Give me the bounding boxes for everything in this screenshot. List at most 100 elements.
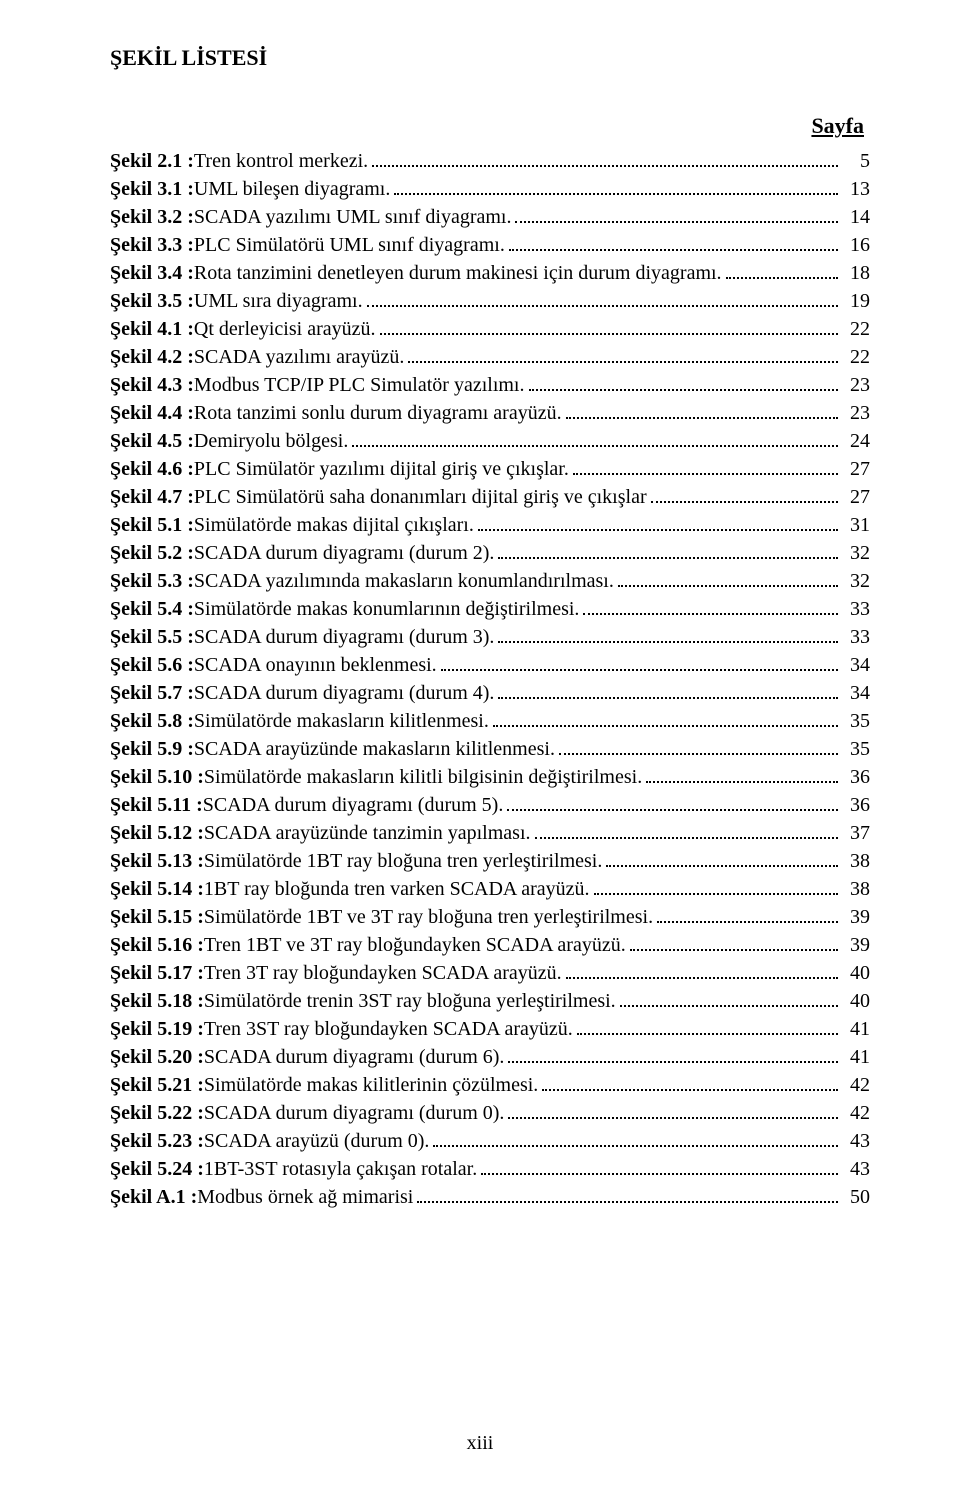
toc-entry: Şekil 5.1 : Simülatörde makas dijital çı… [110,511,870,539]
toc-entry-page: 22 [842,344,870,371]
toc-leader-dots [478,511,838,531]
toc-entry-label: Şekil 3.3 : [110,232,194,259]
toc-entry-page: 34 [842,680,870,707]
toc-entry-page: 42 [842,1100,870,1127]
toc-leader-dots [630,931,838,951]
toc-entry-page: 5 [842,148,870,175]
toc-leader-dots [566,959,838,979]
toc-leader-dots [620,987,838,1007]
toc-entry-description: PLC Simülatör yazılımı dijital giriş ve … [194,456,569,483]
toc-leader-dots [583,595,838,615]
toc-entry: Şekil 5.14 : 1BT ray bloğunda tren varke… [110,875,870,903]
toc-entry-page: 43 [842,1128,870,1155]
toc-entry-description: SCADA durum diyagramı (durum 0). [204,1100,505,1127]
toc-entry: Şekil 5.17 : Tren 3T ray bloğundayken SC… [110,959,870,987]
toc-entry-description: Simülatörde 1BT ray bloğuna tren yerleşt… [204,848,602,875]
toc-entry-description: Simülatörde trenin 3ST ray bloğuna yerle… [204,988,616,1015]
toc-entry-label: Şekil 5.2 : [110,540,194,567]
toc-entry: Şekil 5.23 : SCADA arayüzü (durum 0).43 [110,1127,870,1155]
toc-entry: Şekil 3.3 : PLC Simülatörü UML sınıf diy… [110,231,870,259]
toc-entry-page: 37 [842,820,870,847]
toc-entry-label: Şekil 5.3 : [110,568,194,595]
toc-entry-page: 23 [842,372,870,399]
toc-entry-description: Tren 3ST ray bloğundayken SCADA arayüzü. [204,1016,573,1043]
toc-entry-page: 24 [842,428,870,455]
toc-entry-label: Şekil 4.6 : [110,456,194,483]
toc-entry-page: 50 [842,1184,870,1211]
toc-leader-dots [508,1043,838,1063]
toc-entry-page: 35 [842,736,870,763]
toc-entry: Şekil 5.16 : Tren 1BT ve 3T ray bloğunda… [110,931,870,959]
toc-entry-label: Şekil 5.12 : [110,820,204,847]
toc-leader-dots [507,791,838,811]
toc-entry-page: 38 [842,848,870,875]
toc-entry-description: UML bileşen diyagramı. [194,176,390,203]
toc-entry: Şekil 3.5 : UML sıra diyagramı.19 [110,287,870,315]
toc-leader-dots [573,455,838,475]
toc-entry-page: 27 [842,484,870,511]
toc-entry-page: 31 [842,512,870,539]
toc-leader-dots [529,371,839,391]
toc-leader-dots [535,819,838,839]
toc-entry-page: 43 [842,1156,870,1183]
toc-leader-dots [542,1071,838,1091]
page-column-header: Sayfa [110,113,870,139]
toc-entry: Şekil 5.9 : SCADA arayüzünde makasların … [110,735,870,763]
toc-entry-description: SCADA durum diyagramı (durum 5). [203,792,504,819]
toc-leader-dots [433,1127,838,1147]
toc-leader-dots [498,623,838,643]
toc-leader-dots [372,147,838,167]
toc-entry-page: 22 [842,316,870,343]
toc-leader-dots [618,567,838,587]
toc-entry: Şekil 5.15 : Simülatörde 1BT ve 3T ray b… [110,903,870,931]
toc-leader-dots [566,399,838,419]
toc-entry-description: SCADA onayının beklenmesi. [194,652,437,679]
toc-entry-page: 34 [842,652,870,679]
toc-leader-dots [441,651,838,671]
toc-entry: Şekil 5.5 : SCADA durum diyagramı (durum… [110,623,870,651]
toc-leader-dots [646,763,838,783]
toc-entry: Şekil 3.4 : Rota tanzimini denetleyen du… [110,259,870,287]
toc-entry-page: 35 [842,708,870,735]
toc-entry-page: 33 [842,596,870,623]
toc-entry-page: 13 [842,176,870,203]
toc-entry-description: Simülatörde makas kilitlerinin çözülmesi… [204,1072,538,1099]
toc-entry-description: Simülatörde makasların kilitli bilgisini… [204,764,642,791]
toc-entry-label: Şekil 5.9 : [110,736,194,763]
toc-entry-label: Şekil 5.19 : [110,1016,204,1043]
toc-entry-page: 32 [842,540,870,567]
toc-entry-label: Şekil 2.1 : [110,148,194,175]
toc-leader-dots [515,203,838,223]
page-number-footer: xiii [0,1432,960,1455]
toc-entry: Şekil 3.1 : UML bileşen diyagramı. 13 [110,175,870,203]
toc-entry: Şekil 5.24 : 1BT-3ST rotasıyla çakışan r… [110,1155,870,1183]
toc-leader-dots [380,315,839,335]
toc-entry: Şekil 4.5 : Demiryolu bölgesi.24 [110,427,870,455]
toc-entry-label: Şekil 5.1 : [110,512,194,539]
toc-entry-description: Tren 1BT ve 3T ray bloğundayken SCADA ar… [204,932,626,959]
toc-entry-description: SCADA arayüzünde tanzimin yapılması. [204,820,531,847]
toc-leader-dots [594,875,838,895]
toc-entry-description: Modbus örnek ağ mimarisi [197,1184,413,1211]
toc-entry-page: 16 [842,232,870,259]
toc-entry: Şekil 5.10 : Simülatörde makasların kili… [110,763,870,791]
toc-entry-description: Tren 3T ray bloğundayken SCADA arayüzü. [204,960,562,987]
toc-entry-label: Şekil 5.6 : [110,652,194,679]
toc-leader-dots [498,679,838,699]
toc-entry-label: Şekil 3.2 : [110,204,194,231]
toc-entry-label: Şekil 5.7 : [110,680,194,707]
toc-leader-dots [352,427,838,447]
page-title: ŞEKİL LİSTESİ [110,45,870,71]
toc-entry-description: Rota tanzimi sonlu durum diyagramı arayü… [194,400,562,427]
toc-entry: Şekil 5.21 : Simülatörde makas kilitleri… [110,1071,870,1099]
toc-entry-label: Şekil 3.1 : [110,176,194,203]
toc-leader-dots [509,231,838,251]
toc-entry: Şekil 5.20 : SCADA durum diyagramı (duru… [110,1043,870,1071]
toc-entry: Şekil 5.19 : Tren 3ST ray bloğundayken S… [110,1015,870,1043]
toc-entry-description: UML sıra diyagramı. [194,288,363,315]
toc-entry-label: Şekil 5.23 : [110,1128,204,1155]
toc-entry-description: SCADA durum diyagramı (durum 2). [194,540,495,567]
toc-entry-label: Şekil 5.17 : [110,960,204,987]
toc-entry-description: Simülatörde 1BT ve 3T ray bloğuna tren y… [204,904,653,931]
toc-entry-label: Şekil 4.4 : [110,400,194,427]
